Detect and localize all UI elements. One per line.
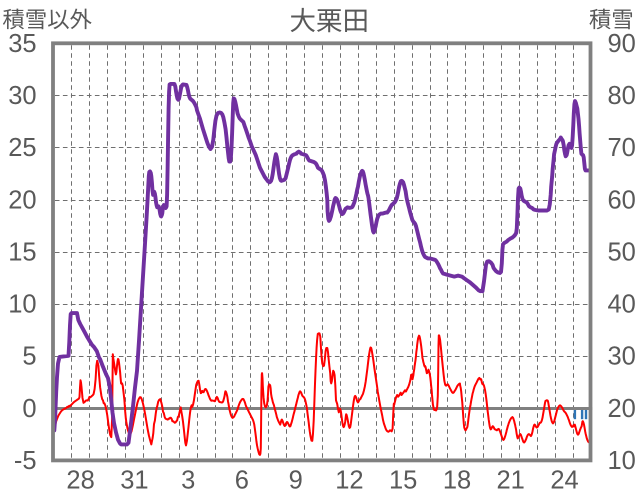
svg-text:20: 20 [608,395,636,423]
svg-text:0: 0 [22,395,36,423]
svg-text:35: 35 [8,30,36,58]
svg-text:50: 50 [608,238,636,266]
svg-text:40: 40 [608,291,636,319]
svg-text:12: 12 [335,467,363,495]
svg-text:10: 10 [608,447,636,475]
svg-text:15: 15 [8,238,36,266]
svg-text:30: 30 [8,82,36,110]
svg-text:20: 20 [8,186,36,214]
svg-text:70: 70 [608,134,636,162]
svg-text:90: 90 [608,30,636,58]
svg-text:60: 60 [608,186,636,214]
svg-text:6: 6 [235,467,249,495]
svg-text:24: 24 [550,467,578,495]
svg-text:3: 3 [181,467,195,495]
svg-text:15: 15 [389,467,417,495]
svg-text:-5: -5 [14,447,37,475]
svg-text:18: 18 [443,467,471,495]
svg-text:80: 80 [608,82,636,110]
svg-text:9: 9 [289,467,303,495]
svg-text:25: 25 [8,134,36,162]
svg-text:21: 21 [497,467,525,495]
svg-text:30: 30 [608,343,636,371]
svg-text:10: 10 [8,291,36,319]
svg-text:5: 5 [22,343,36,371]
svg-text:31: 31 [120,467,148,495]
svg-text:28: 28 [66,467,94,495]
